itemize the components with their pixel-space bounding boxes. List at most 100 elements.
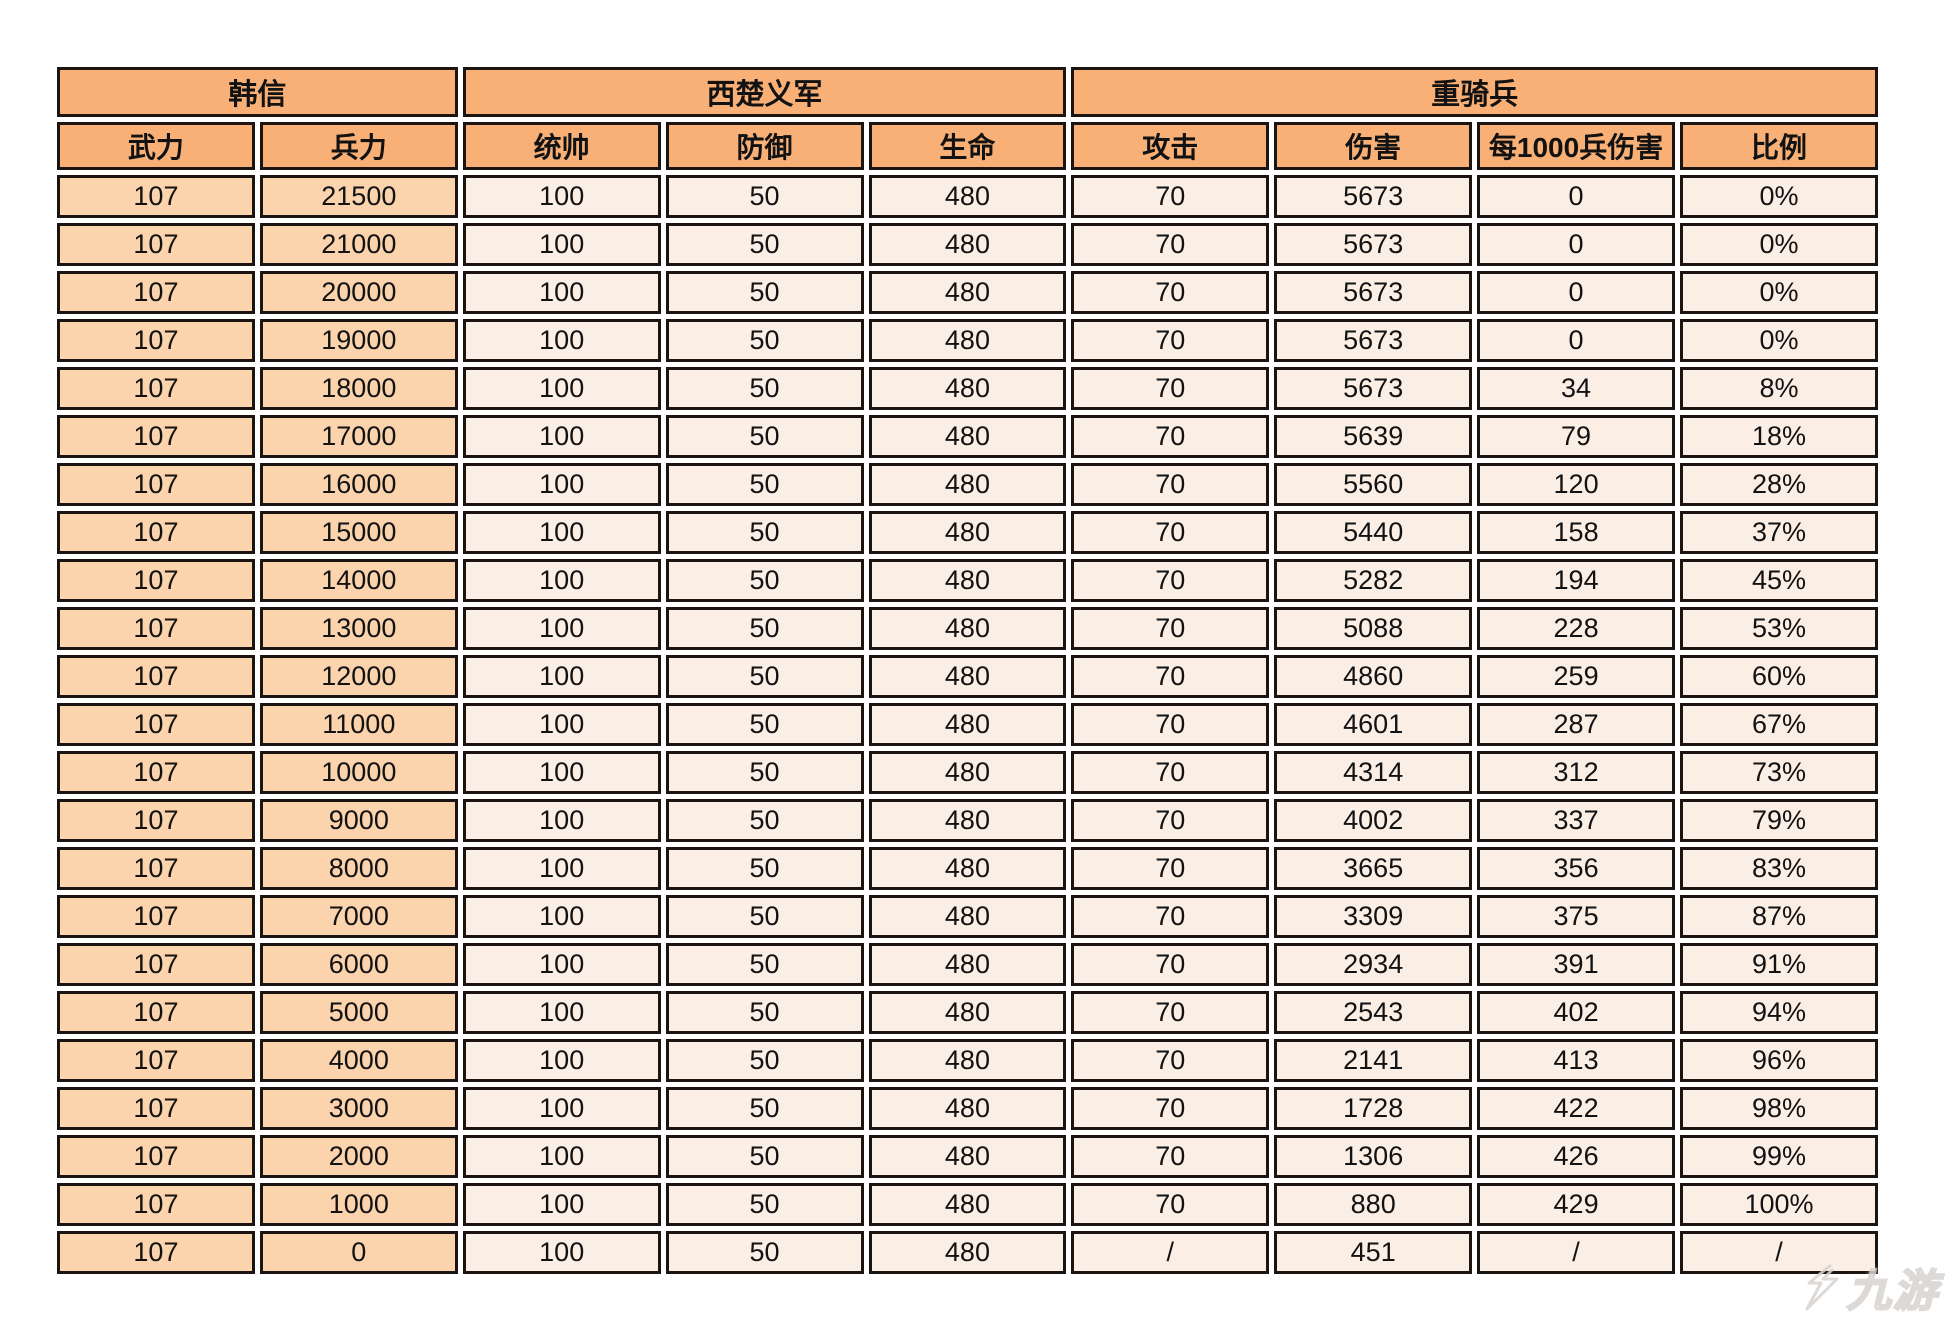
table-cell: 91% — [1680, 943, 1878, 986]
table-cell: 50 — [665, 847, 864, 890]
table-row: 107 16000 100 50 480 70 5560 120 28% — [57, 463, 1878, 506]
table-cell: 0 — [1477, 319, 1675, 362]
table-cell: 70 — [1071, 1087, 1270, 1130]
table-cell: 100 — [462, 895, 661, 938]
table-cell: 50 — [665, 415, 864, 458]
table-cell: 21500 — [259, 175, 458, 218]
table-cell: 158 — [1477, 511, 1675, 554]
column-header-cell: 每1000兵伤害 — [1477, 122, 1675, 170]
table-cell: 480 — [868, 463, 1067, 506]
table-cell: 100 — [462, 991, 661, 1034]
table-cell: 70 — [1071, 655, 1270, 698]
table-cell: 50 — [665, 607, 864, 650]
table-cell: 50 — [665, 511, 864, 554]
table-cell: 426 — [1477, 1135, 1675, 1178]
table-cell: 1000 — [259, 1183, 458, 1226]
table-cell: 9000 — [259, 799, 458, 842]
table-row: 107 2000 100 50 480 70 1306 426 99% — [57, 1135, 1878, 1178]
table-cell: 17000 — [259, 415, 458, 458]
table-cell: 18000 — [259, 367, 458, 410]
table-cell: 2934 — [1274, 943, 1473, 986]
table-cell: 100 — [462, 799, 661, 842]
table-cell: 0% — [1680, 319, 1878, 362]
table-cell: 451 — [1274, 1231, 1473, 1274]
table-cell: 70 — [1071, 223, 1270, 266]
table-cell: 107 — [57, 1039, 255, 1082]
table-row: 107 5000 100 50 480 70 2543 402 94% — [57, 991, 1878, 1034]
unit-damage-table: 韩信 西楚义军 重骑兵 武力 兵力 统帅 防御 生命 攻击 伤害 每1000兵伤害 比例 107 21… — [52, 62, 1883, 1279]
table-cell: 107 — [57, 463, 255, 506]
table-cell: 100% — [1680, 1183, 1878, 1226]
table-cell: 70 — [1071, 559, 1270, 602]
table-cell: 107 — [57, 847, 255, 890]
table-cell: 5440 — [1274, 511, 1473, 554]
table-cell: 18% — [1680, 415, 1878, 458]
table-cell: 15000 — [259, 511, 458, 554]
table-cell: 100 — [462, 847, 661, 890]
table-cell: 100 — [462, 319, 661, 362]
table-row: 107 13000 100 50 480 70 5088 228 53% — [57, 607, 1878, 650]
table-cell: 107 — [57, 703, 255, 746]
table-cell: 37% — [1680, 511, 1878, 554]
table-cell: 70 — [1071, 415, 1270, 458]
table-cell: 50 — [665, 1231, 864, 1274]
table-cell: 70 — [1071, 607, 1270, 650]
table-cell: 50 — [665, 1183, 864, 1226]
table-cell: 19000 — [259, 319, 458, 362]
group-header-row: 韩信 西楚义军 重骑兵 — [57, 67, 1878, 117]
table-cell: 6000 — [259, 943, 458, 986]
table-cell: 1728 — [1274, 1087, 1473, 1130]
table-cell: 5673 — [1274, 175, 1473, 218]
table-cell: 4314 — [1274, 751, 1473, 794]
table-cell: 100 — [462, 943, 661, 986]
table-cell: 70 — [1071, 271, 1270, 314]
table-cell: 480 — [868, 607, 1067, 650]
table-row: 107 1000 100 50 480 70 880 429 100% — [57, 1183, 1878, 1226]
table-cell: 50 — [665, 1135, 864, 1178]
table-cell: 100 — [462, 1183, 661, 1226]
table-cell: 5282 — [1274, 559, 1473, 602]
table-cell: 5639 — [1274, 415, 1473, 458]
table-cell: 10000 — [259, 751, 458, 794]
table-cell: 480 — [868, 223, 1067, 266]
column-header-cell: 比例 — [1680, 122, 1878, 170]
table-cell: 96% — [1680, 1039, 1878, 1082]
table-cell: 4002 — [1274, 799, 1473, 842]
table-cell: / — [1680, 1231, 1878, 1274]
table-cell: 70 — [1071, 1039, 1270, 1082]
table-cell: 94% — [1680, 991, 1878, 1034]
table-cell: 50 — [665, 943, 864, 986]
table-cell: 107 — [57, 895, 255, 938]
table-cell: 70 — [1071, 895, 1270, 938]
table-cell: 480 — [868, 319, 1067, 362]
table-row: 107 3000 100 50 480 70 1728 422 98% — [57, 1087, 1878, 1130]
table-row: 107 19000 100 50 480 70 5673 0 0% — [57, 319, 1878, 362]
table-cell: 50 — [665, 319, 864, 362]
table-cell: 50 — [665, 1039, 864, 1082]
table-row: 107 8000 100 50 480 70 3665 356 83% — [57, 847, 1878, 890]
table-cell: 3000 — [259, 1087, 458, 1130]
table-cell: 99% — [1680, 1135, 1878, 1178]
table-cell: 12000 — [259, 655, 458, 698]
table-cell: 50 — [665, 655, 864, 698]
table-cell: 53% — [1680, 607, 1878, 650]
table-cell: 50 — [665, 175, 864, 218]
table-cell: 480 — [868, 943, 1067, 986]
table-row: 107 17000 100 50 480 70 5639 79 18% — [57, 415, 1878, 458]
table-cell: 7000 — [259, 895, 458, 938]
table-cell: 2141 — [1274, 1039, 1473, 1082]
table-cell: 312 — [1477, 751, 1675, 794]
unit-damage-table-container: 韩信 西楚义军 重骑兵 武力 兵力 统帅 防御 生命 攻击 伤害 每1000兵伤害 比例 107 21… — [52, 62, 1883, 1279]
table-cell: 73% — [1680, 751, 1878, 794]
table-cell: 100 — [462, 463, 661, 506]
table-cell: 50 — [665, 463, 864, 506]
column-header-cell: 攻击 — [1071, 122, 1270, 170]
table-cell: 107 — [57, 511, 255, 554]
table-cell: 480 — [868, 895, 1067, 938]
table-row: 107 21500 100 50 480 70 5673 0 0% — [57, 175, 1878, 218]
table-cell: 4860 — [1274, 655, 1473, 698]
table-cell: / — [1071, 1231, 1270, 1274]
table-cell: 5088 — [1274, 607, 1473, 650]
table-cell: 480 — [868, 1087, 1067, 1130]
table-cell: 100 — [462, 1039, 661, 1082]
